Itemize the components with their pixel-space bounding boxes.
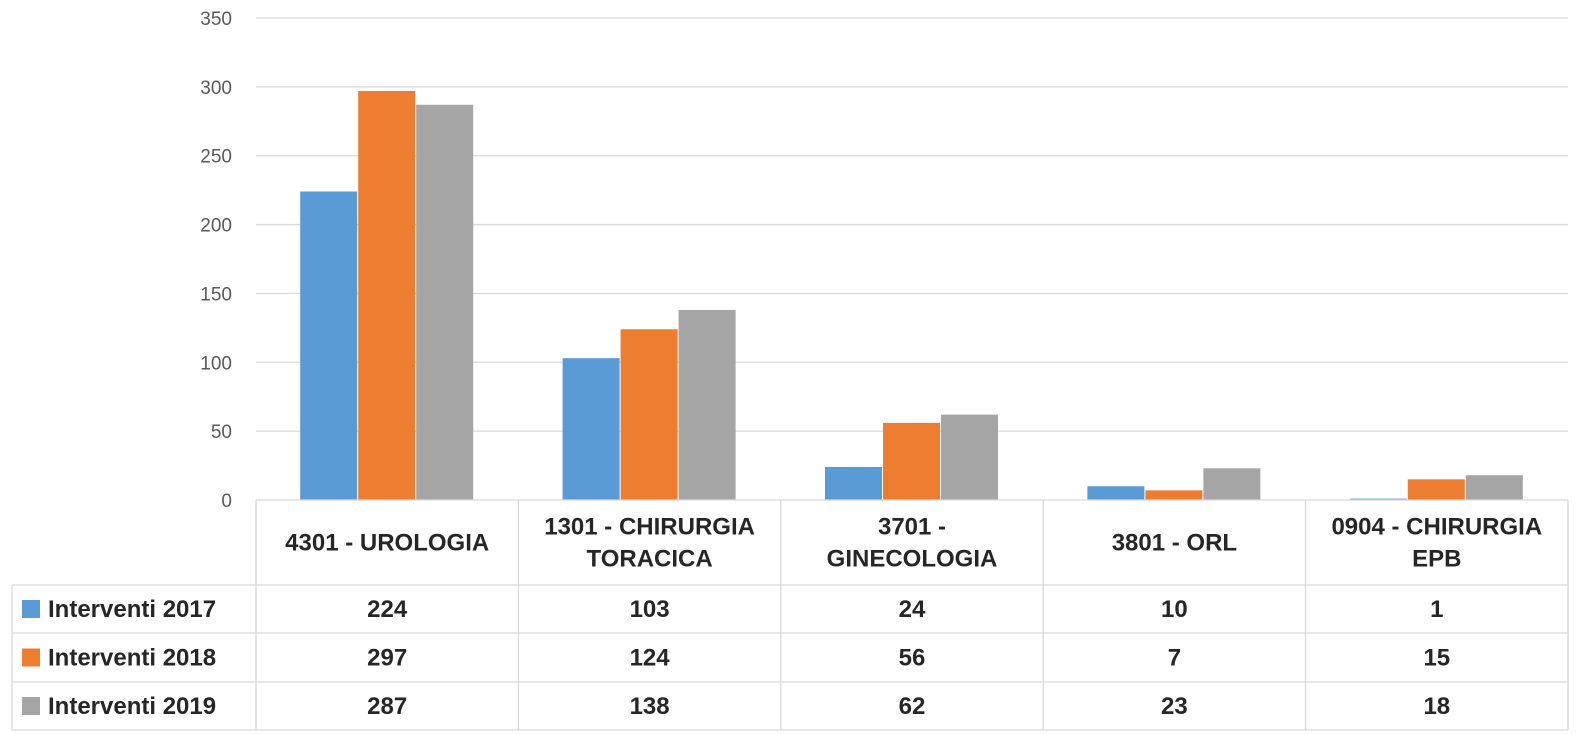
category-label: 0904 - CHIRURGIA	[1331, 514, 1542, 541]
table-cell-value: 1	[1430, 596, 1443, 623]
table-cell-value: 23	[1161, 693, 1188, 720]
category-label: 1301 - CHIRURGIA	[544, 514, 755, 541]
bar-interventi-2017-4	[1349, 498, 1407, 500]
table-cell-value: 103	[630, 596, 670, 623]
bar-interventi-2019-2	[941, 414, 998, 500]
table-cell-value: 7	[1168, 645, 1181, 672]
table-cell-value: 15	[1423, 645, 1450, 672]
legend-label: Interventi 2017	[48, 596, 216, 623]
table-cell-value: 138	[630, 693, 670, 720]
table-cell-value: 62	[899, 693, 926, 720]
table-cell-value: 56	[899, 645, 926, 672]
bars	[300, 90, 1523, 500]
table-cell-value: 18	[1423, 693, 1450, 720]
bar-interventi-2018-4	[1407, 479, 1465, 500]
bar-interventi-2017-3	[1087, 486, 1145, 500]
bar-interventi-2019-1	[678, 309, 736, 500]
category-label: 3701 -	[878, 514, 946, 541]
y-tick-label: 200	[200, 216, 232, 237]
category-label: 4301 - UROLOGIA	[285, 530, 489, 557]
table-cell-value: 124	[630, 645, 671, 672]
y-tick-label: 0	[221, 491, 232, 512]
category-label: GINECOLOGIA	[827, 546, 998, 573]
bar-interventi-2018-3	[1145, 490, 1203, 500]
y-tick-label: 150	[200, 284, 232, 305]
table-cell-value: 24	[899, 596, 926, 623]
legend-label: Interventi 2018	[48, 645, 216, 672]
table-cell-value: 10	[1161, 596, 1188, 623]
category-label: EPB	[1412, 546, 1461, 573]
y-axis: 0 50 100 150 200 250 300 350	[200, 9, 232, 512]
bar-interventi-2019-4	[1465, 475, 1523, 500]
y-tick-label: 350	[200, 9, 232, 30]
bar-interventi-2019-0	[416, 104, 474, 500]
bar-interventi-2018-1	[620, 329, 678, 500]
bar-interventi-2017-2	[825, 466, 882, 500]
y-tick-label: 250	[200, 147, 232, 168]
table-cell-value: 297	[367, 645, 407, 672]
category-label: TORACICA	[586, 546, 712, 573]
legend-key	[22, 697, 40, 715]
bar-interventi-2019-3	[1203, 468, 1261, 500]
table-cell-value: 224	[367, 596, 408, 623]
y-tick-label: 50	[211, 422, 232, 443]
gridlines	[256, 17, 1568, 432]
y-tick-label: 300	[200, 78, 232, 99]
data-table: 4301 - UROLOGIA 1301 - CHIRURGIA TORACICA 3…	[11, 499, 1569, 731]
category-label: 3801 - ORL	[1112, 530, 1237, 557]
legend-key	[22, 648, 40, 667]
bar-interventi-2017-1	[562, 358, 620, 500]
bar-interventi-2018-2	[883, 422, 940, 500]
legend-key	[22, 600, 40, 618]
table-cell-value: 287	[367, 693, 407, 720]
bar-interventi-2017-0	[300, 191, 358, 500]
y-tick-label: 100	[200, 353, 232, 374]
legend-label: Interventi 2019	[48, 693, 216, 720]
bar-interventi-2018-0	[358, 90, 416, 500]
